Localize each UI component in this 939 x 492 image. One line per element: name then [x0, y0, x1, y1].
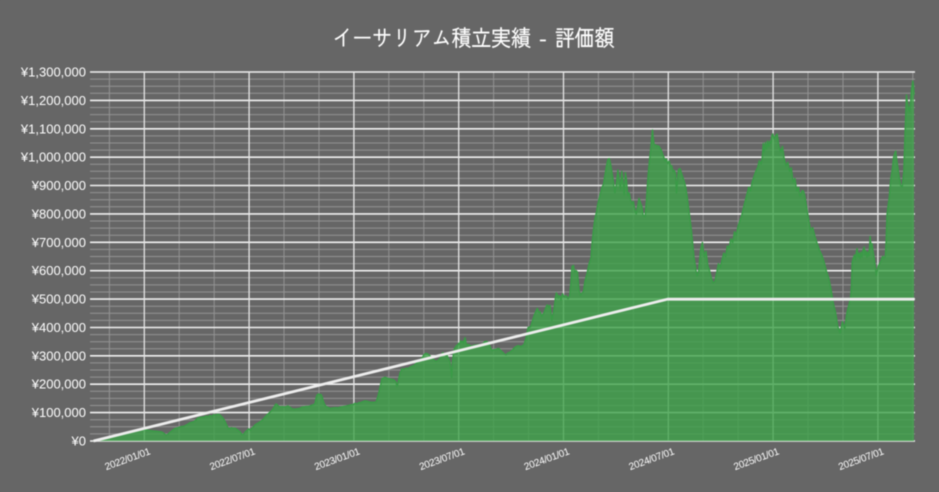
svg-text:¥900,000: ¥900,000: [31, 178, 86, 193]
svg-text:¥700,000: ¥700,000: [31, 235, 86, 250]
svg-text:¥600,000: ¥600,000: [31, 263, 86, 278]
svg-text:¥400,000: ¥400,000: [31, 320, 86, 335]
svg-text:¥200,000: ¥200,000: [31, 377, 86, 392]
svg-text:¥1,300,000: ¥1,300,000: [20, 65, 86, 80]
svg-text:¥300,000: ¥300,000: [31, 348, 86, 363]
svg-text:¥800,000: ¥800,000: [31, 206, 86, 221]
svg-text:¥1,200,000: ¥1,200,000: [20, 93, 86, 108]
svg-text:¥500,000: ¥500,000: [31, 292, 86, 307]
svg-text:¥1,000,000: ¥1,000,000: [20, 150, 86, 165]
svg-text:¥100,000: ¥100,000: [31, 405, 86, 420]
svg-text:¥0: ¥0: [71, 434, 86, 449]
svg-text:¥1,100,000: ¥1,100,000: [20, 121, 86, 136]
